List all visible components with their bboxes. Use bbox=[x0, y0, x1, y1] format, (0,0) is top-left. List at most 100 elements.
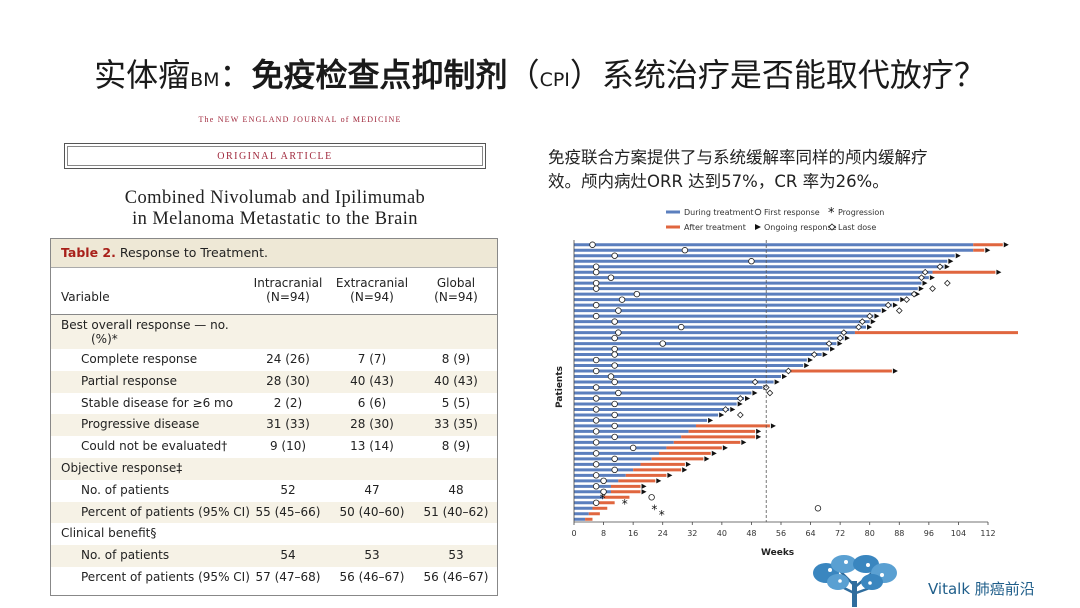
table-cell: 54 bbox=[280, 548, 296, 563]
x-tick-label: 16 bbox=[628, 529, 638, 538]
title-abbrev: CPI bbox=[539, 69, 570, 91]
ongoing-response-marker bbox=[948, 258, 954, 264]
title-text: ）系统治疗是否能取代放疗？ bbox=[569, 56, 986, 94]
x-tick-label: 48 bbox=[746, 529, 756, 538]
last-dose-marker bbox=[722, 406, 729, 413]
first-response-marker bbox=[615, 307, 622, 314]
table-cell: 2 (2) bbox=[273, 395, 303, 410]
legend-label: Progression bbox=[838, 208, 884, 217]
last-dose-marker bbox=[840, 329, 848, 336]
table-row-label: Could not be evaluated† bbox=[81, 439, 228, 454]
table-row-label: Progressive disease bbox=[81, 417, 200, 432]
table-row-label: Best overall response — no. bbox=[61, 318, 229, 332]
table-cell: 53 bbox=[448, 548, 464, 563]
table-header-label: Intracranial bbox=[253, 276, 323, 290]
first-response-marker bbox=[611, 422, 618, 430]
ongoing-response-marker bbox=[867, 324, 873, 330]
ongoing-response-marker bbox=[641, 483, 647, 489]
legend-diamond-symbol bbox=[828, 223, 836, 231]
first-response-marker bbox=[611, 252, 618, 259]
ongoing-response-marker bbox=[915, 291, 921, 297]
ongoing-response-marker bbox=[892, 368, 898, 374]
ongoing-response-marker bbox=[807, 357, 813, 363]
table-row: Clinical benefit§ bbox=[51, 523, 497, 545]
table-cell: 50 (40–60) bbox=[339, 504, 405, 519]
legend-triangle-symbol bbox=[755, 224, 761, 230]
table-row: Stable disease for ≥6 mo 2 (2) 6 (6) 5 (5) bbox=[51, 393, 497, 415]
table-cell: 33 (35) bbox=[434, 417, 478, 432]
x-tick-label: 104 bbox=[951, 529, 966, 538]
last-dose-marker bbox=[785, 367, 792, 375]
ongoing-response-marker bbox=[774, 379, 780, 385]
legend-label: After treatment bbox=[684, 223, 746, 232]
table-caption-text: Response to Treatment. bbox=[115, 245, 268, 260]
ongoing-response-marker bbox=[870, 319, 876, 325]
first-response-marker bbox=[618, 296, 626, 303]
x-tick-label: 88 bbox=[894, 529, 904, 538]
article-title-line: Combined Nivolumab and Ipilimumab bbox=[124, 188, 426, 208]
response-table: Table 2. Response to Treatment. Variable… bbox=[50, 238, 498, 596]
ongoing-response-marker bbox=[756, 428, 762, 435]
table-row: Objective response‡ bbox=[51, 457, 497, 480]
table-cell: 47 bbox=[364, 482, 380, 497]
ongoing-response-marker bbox=[874, 313, 880, 319]
table-cell: 9 (10) bbox=[269, 439, 307, 454]
ongoing-response-marker bbox=[881, 308, 887, 314]
first-response-marker bbox=[592, 356, 600, 364]
ongoing-response-marker bbox=[918, 286, 924, 292]
table-row: Percent of patients (95% CI) 57 (47–68) 56… bbox=[51, 567, 497, 589]
first-response-marker bbox=[592, 312, 600, 320]
table-cell: 40 (43) bbox=[434, 373, 478, 388]
table-cell: 5 (5) bbox=[441, 395, 471, 410]
last-dose-marker bbox=[936, 263, 944, 271]
table-row-label: Clinical benefit§ bbox=[61, 526, 157, 541]
last-dose-marker bbox=[866, 312, 874, 320]
table-cell: 28 (30) bbox=[350, 417, 394, 432]
ongoing-response-marker bbox=[782, 373, 787, 380]
last-dose-marker bbox=[929, 285, 936, 293]
ongoing-response-marker bbox=[708, 417, 714, 424]
ongoing-response-marker bbox=[682, 467, 688, 473]
last-dose-marker bbox=[943, 279, 951, 287]
first-response-marker bbox=[592, 483, 600, 490]
last-dose-marker bbox=[810, 351, 818, 358]
last-dose-marker bbox=[736, 395, 744, 402]
ongoing-response-marker bbox=[844, 335, 850, 341]
last-dose-marker bbox=[910, 290, 918, 298]
last-dose-marker bbox=[736, 411, 744, 419]
first-response-marker bbox=[629, 444, 637, 452]
first-response-marker bbox=[592, 417, 600, 424]
table-header-variable: Variable bbox=[61, 290, 110, 304]
table-caption-label: Table 2. bbox=[61, 245, 116, 260]
first-response-marker bbox=[611, 378, 618, 386]
table-header-n: (N=94) bbox=[266, 290, 310, 304]
first-response-marker bbox=[611, 466, 618, 474]
first-response-marker bbox=[611, 362, 618, 369]
x-tick-label: 96 bbox=[924, 529, 934, 538]
last-dose-marker bbox=[921, 268, 929, 276]
title-text: （ bbox=[507, 56, 540, 94]
ongoing-response-marker bbox=[996, 269, 1002, 275]
first-response-marker bbox=[592, 406, 600, 413]
last-dose-marker bbox=[855, 323, 862, 331]
ongoing-response-marker bbox=[741, 439, 747, 445]
x-tick-label: 112 bbox=[980, 529, 995, 538]
table-row-label-cont: (%)* bbox=[91, 332, 118, 346]
first-response-marker bbox=[648, 494, 655, 501]
table-row-label: Partial response bbox=[81, 373, 178, 388]
table-cell: 52 bbox=[280, 482, 296, 497]
table-row: No. of patients 52 47 48 bbox=[51, 480, 497, 502]
table-header-global: Global (N=94) bbox=[411, 276, 497, 304]
x-tick-label: 72 bbox=[835, 529, 845, 538]
ongoing-response-marker bbox=[892, 302, 898, 308]
legend-label: Last dose bbox=[838, 223, 876, 232]
first-response-marker bbox=[592, 450, 600, 457]
first-response-marker bbox=[600, 488, 607, 496]
x-tick-label: 40 bbox=[717, 529, 727, 538]
ongoing-response-marker bbox=[752, 390, 758, 396]
table-row-label: Stable disease for ≥6 mo bbox=[81, 395, 234, 410]
x-axis-label: Weeks bbox=[761, 548, 794, 558]
table-row-label: No. of patients bbox=[81, 482, 170, 497]
first-response-marker bbox=[592, 301, 600, 309]
last-dose-marker bbox=[858, 318, 866, 325]
